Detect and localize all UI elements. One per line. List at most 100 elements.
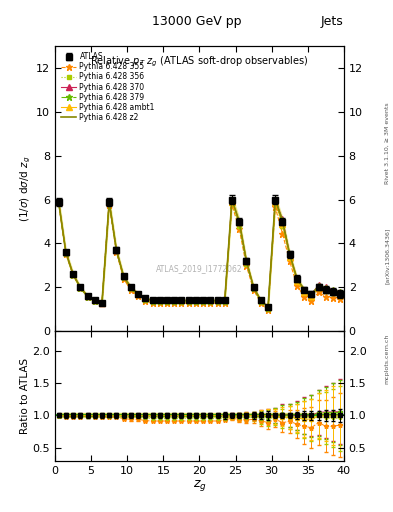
Pythia 6.428 370: [179, 297, 184, 304]
Pythia 6.428 ambt1: [259, 297, 263, 304]
Pythia 6.428 379: [129, 285, 133, 291]
Pythia 6.428 z2: [215, 297, 220, 304]
Pythia 6.428 ambt1: [136, 291, 140, 297]
Pythia 6.428 356: [251, 285, 256, 291]
Pythia 6.428 379: [230, 197, 234, 203]
Pythia 6.428 355: [295, 283, 299, 289]
Pythia 6.428 379: [193, 298, 198, 304]
Pythia 6.428 379: [92, 298, 97, 304]
Pythia 6.428 z2: [129, 284, 133, 290]
Pythia 6.428 356: [136, 292, 140, 298]
Pythia 6.428 370: [71, 271, 75, 278]
Pythia 6.428 z2: [136, 291, 140, 297]
Pythia 6.428 355: [338, 296, 343, 303]
Text: [arXiv:1306.3436]: [arXiv:1306.3436]: [385, 228, 389, 284]
Line: Pythia 6.428 379: Pythia 6.428 379: [55, 197, 344, 311]
Pythia 6.428 ambt1: [150, 297, 155, 304]
Pythia 6.428 355: [99, 300, 104, 306]
Pythia 6.428 356: [222, 299, 227, 305]
Pythia 6.428 z2: [237, 219, 242, 225]
Pythia 6.428 379: [222, 298, 227, 304]
Pythia 6.428 379: [56, 199, 61, 205]
Pythia 6.428 370: [172, 297, 176, 304]
Pythia 6.428 355: [280, 230, 285, 237]
Pythia 6.428 ambt1: [323, 286, 328, 292]
Pythia 6.428 z2: [99, 300, 104, 306]
Text: 13000 GeV pp: 13000 GeV pp: [152, 15, 241, 28]
Text: Jets: Jets: [321, 15, 344, 28]
Pythia 6.428 379: [143, 295, 148, 302]
Pythia 6.428 370: [208, 297, 213, 304]
Pythia 6.428 z2: [208, 297, 213, 304]
Pythia 6.428 ambt1: [287, 253, 292, 260]
Pythia 6.428 ambt1: [302, 289, 307, 295]
Y-axis label: $(1/\sigma)$ d$\sigma$/d $z_g$: $(1/\sigma)$ d$\sigma$/d $z_g$: [19, 156, 33, 222]
Pythia 6.428 355: [244, 263, 249, 269]
Pythia 6.428 ambt1: [56, 199, 61, 205]
Pythia 6.428 370: [201, 297, 206, 304]
Legend: ATLAS, Pythia 6.428 355, Pythia 6.428 356, Pythia 6.428 370, Pythia 6.428 379, P: ATLAS, Pythia 6.428 355, Pythia 6.428 35…: [59, 50, 157, 124]
Line: Pythia 6.428 ambt1: Pythia 6.428 ambt1: [56, 199, 343, 310]
Pythia 6.428 356: [64, 250, 68, 256]
Pythia 6.428 356: [129, 285, 133, 291]
Pythia 6.428 ambt1: [222, 297, 227, 304]
Pythia 6.428 355: [121, 276, 126, 282]
Pythia 6.428 370: [157, 297, 162, 304]
Pythia 6.428 370: [273, 197, 277, 203]
Pythia 6.428 z2: [92, 297, 97, 304]
Pythia 6.428 355: [273, 204, 277, 210]
Pythia 6.428 356: [215, 299, 220, 305]
Pythia 6.428 356: [273, 199, 277, 205]
Pythia 6.428 356: [266, 306, 270, 312]
Pythia 6.428 356: [56, 199, 61, 205]
Pythia 6.428 z2: [56, 199, 61, 205]
Pythia 6.428 ambt1: [92, 297, 97, 304]
Pythia 6.428 356: [85, 293, 90, 299]
Pythia 6.428 379: [309, 291, 314, 297]
Pythia 6.428 379: [331, 287, 335, 293]
Pythia 6.428 z2: [280, 219, 285, 225]
Pythia 6.428 ambt1: [316, 284, 321, 290]
Pythia 6.428 356: [323, 288, 328, 294]
Pythia 6.428 ambt1: [64, 249, 68, 255]
X-axis label: $z_g$: $z_g$: [193, 478, 206, 494]
Pythia 6.428 356: [121, 274, 126, 281]
Pythia 6.428 379: [237, 219, 242, 225]
Pythia 6.428 355: [215, 300, 220, 306]
Pythia 6.428 355: [179, 300, 184, 306]
Pythia 6.428 379: [287, 252, 292, 258]
Pythia 6.428 370: [143, 295, 148, 302]
Pythia 6.428 379: [259, 298, 263, 304]
Pythia 6.428 ambt1: [230, 199, 234, 205]
Pythia 6.428 370: [266, 304, 270, 310]
Pythia 6.428 356: [107, 199, 112, 205]
Line: Pythia 6.428 370: Pythia 6.428 370: [56, 197, 343, 310]
Pythia 6.428 379: [136, 291, 140, 297]
Pythia 6.428 z2: [230, 197, 234, 203]
Pythia 6.428 370: [150, 297, 155, 304]
Pythia 6.428 z2: [172, 297, 176, 304]
Pythia 6.428 356: [259, 299, 263, 305]
Pythia 6.428 z2: [85, 293, 90, 299]
Pythia 6.428 356: [309, 293, 314, 300]
Pythia 6.428 356: [316, 285, 321, 291]
Pythia 6.428 370: [287, 251, 292, 258]
Pythia 6.428 379: [165, 298, 169, 304]
Pythia 6.428 356: [302, 289, 307, 295]
Pythia 6.428 355: [165, 300, 169, 306]
Pythia 6.428 z2: [165, 297, 169, 304]
Pythia 6.428 355: [302, 293, 307, 300]
Pythia 6.428 356: [201, 299, 206, 305]
Pythia 6.428 z2: [157, 297, 162, 304]
Pythia 6.428 z2: [179, 297, 184, 304]
Pythia 6.428 370: [323, 284, 328, 290]
Pythia 6.428 379: [251, 285, 256, 291]
Pythia 6.428 356: [244, 261, 249, 267]
Pythia 6.428 356: [230, 199, 234, 205]
Pythia 6.428 ambt1: [193, 297, 198, 304]
Pythia 6.428 356: [280, 223, 285, 229]
Pythia 6.428 379: [208, 298, 213, 304]
Pythia 6.428 379: [157, 298, 162, 304]
Pythia 6.428 ambt1: [338, 291, 343, 297]
Pythia 6.428 ambt1: [71, 271, 75, 278]
